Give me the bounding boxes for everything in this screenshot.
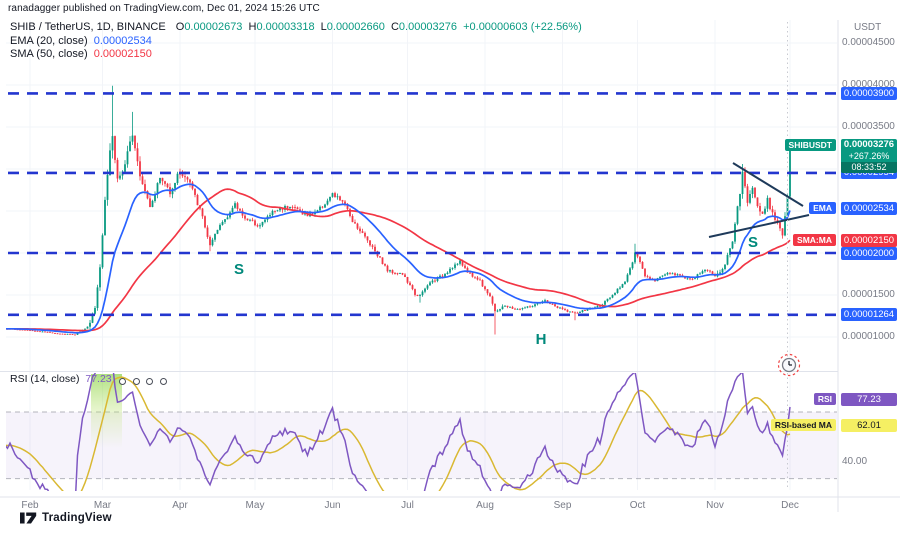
ohlc-open-value: 0.00002673	[184, 21, 243, 33]
last-price-badge: 0.00003276 +267.26% 08:33:52	[841, 139, 897, 174]
rsi-highlight-glow	[91, 374, 122, 448]
month-label: Oct	[629, 500, 646, 511]
ema-value: 0.00002534	[93, 35, 152, 47]
sma-price-badge: 0.00002150	[841, 233, 897, 247]
rsi-legend-row[interactable]: RSI (14, close) 77.23	[10, 373, 115, 385]
price-axis-label: 0.00001500	[842, 289, 895, 300]
rsi-line	[6, 373, 791, 491]
month-label: Dec	[781, 500, 799, 511]
month-label: Nov	[706, 500, 724, 511]
published-header: ranadagger published on TradingView.com,…	[8, 3, 320, 14]
sma-legend-row[interactable]: SMA (50, close) 0.00002150	[10, 48, 155, 60]
rsi-value-badge: 77.23	[841, 393, 897, 407]
last-price-change: +267.26%	[848, 151, 890, 162]
trendline[interactable]	[708, 214, 810, 238]
month-label: Feb	[21, 500, 39, 511]
pattern-mark-s: S	[747, 234, 759, 251]
bar-countdown: 08:33:52	[841, 162, 897, 174]
change-value: +0.00000603 (+22.56%)	[463, 21, 582, 33]
tradingview-logo-text: TradingView	[42, 512, 112, 524]
legend-dot-icon	[132, 378, 140, 385]
month-label: May	[245, 500, 265, 511]
symbol-legend-row[interactable]: SHIB / TetherUS, 1D, BINANCE O0.00002673…	[10, 21, 585, 33]
rsi-tag: RSI	[813, 393, 836, 406]
legend-dot-icon	[119, 378, 126, 385]
price-axis-label: 0.00001000	[842, 331, 895, 342]
price-axis[interactable]	[838, 20, 900, 497]
ohlc-open-key: O	[175, 21, 185, 33]
rsi-ma-line	[6, 376, 791, 491]
price-axis-label: 0.00004500	[842, 37, 895, 48]
sma-label: SMA (50, close)	[10, 48, 88, 60]
ohlc-high-value: 0.00003318	[256, 21, 315, 33]
sma50-line	[6, 188, 791, 332]
ema-label: EMA (20, close)	[10, 35, 88, 47]
symbol-title: SHIB / TetherUS, 1D, BINANCE	[10, 21, 166, 33]
time-axis[interactable]	[0, 497, 838, 513]
month-label: Aug	[476, 500, 494, 511]
ohlc-low-value: 0.00002660	[326, 21, 385, 33]
rsi-ma-tag: RSI-based MA	[770, 418, 836, 431]
month-label: Jul	[401, 500, 414, 511]
level-price-badge: 0.00001264	[841, 308, 897, 322]
month-label: Mar	[93, 500, 112, 511]
rsi-pane[interactable]	[5, 363, 837, 516]
price-axis-label: 0.00003500	[842, 121, 895, 132]
legend-dot-icon	[159, 378, 167, 385]
rsi-axis-label: 40.00	[842, 456, 868, 467]
last-price-value: 0.00003276	[843, 139, 895, 151]
clock-icon[interactable]	[777, 353, 801, 377]
rsi-value: 77.23	[85, 373, 112, 385]
ohlc-low-key: L	[320, 21, 327, 33]
ohlc-high-key: H	[248, 21, 257, 33]
tradingview-logo[interactable]: TradingView	[20, 511, 112, 525]
support-resistance-lines	[8, 92, 836, 317]
level-price-badge: 0.00002000	[841, 246, 897, 260]
main-price-pane[interactable]	[4, 85, 791, 336]
pattern-mark-h: H	[535, 331, 547, 348]
ohlc-close-key: C	[390, 21, 399, 33]
rsi-ma-value-badge: 62.01	[841, 418, 897, 432]
sma-tag: SMA:MA	[793, 233, 836, 246]
pattern-mark-s: S	[233, 261, 245, 278]
price-axis-label: 0.00004000	[842, 79, 895, 90]
sma-value: 0.00002150	[93, 48, 152, 60]
quote-currency-label: USDT	[854, 22, 882, 33]
ohlc-close-value: 0.00003276	[398, 21, 458, 33]
level-price-badge: 0.00003900	[841, 86, 897, 100]
rsi-label: RSI (14, close)	[10, 373, 80, 385]
month-label: Apr	[172, 500, 188, 511]
month-label: Sep	[553, 500, 572, 511]
ema20-line	[6, 183, 791, 334]
month-label: Jun	[324, 500, 341, 511]
trendline[interactable]	[732, 162, 804, 207]
ema-price-badge: 0.00002534	[841, 201, 897, 215]
ema-tag: EMA	[809, 201, 836, 214]
tradingview-logo-icon	[20, 512, 37, 524]
legend-dot-icon	[146, 378, 153, 385]
ema-legend-row[interactable]: EMA (20, close) 0.00002534	[10, 35, 155, 47]
symbol-price-tag: SHIBUSDT	[784, 139, 836, 152]
